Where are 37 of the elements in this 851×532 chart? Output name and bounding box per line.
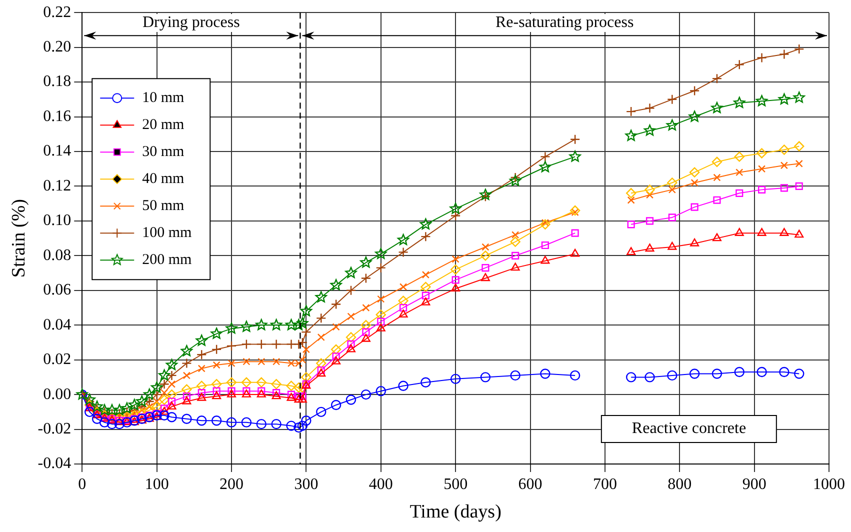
x-tick-label: 700 — [592, 476, 617, 493]
y-tick-label: 0.02 — [43, 351, 72, 368]
x-axis-title: Time (days) — [410, 502, 502, 523]
y-tick-label: 0.20 — [43, 38, 72, 56]
legend-label: 50 mm — [142, 198, 185, 214]
x-tick-label: 800 — [668, 476, 692, 493]
y-tick-label: 0.12 — [43, 177, 72, 194]
y-tick-label: 0.18 — [43, 73, 72, 90]
x-tick-label: 600 — [518, 476, 542, 493]
legend-label: 30 mm — [142, 144, 185, 160]
x-tick-label: 500 — [444, 476, 468, 493]
x-tick-label: 1000 — [813, 476, 845, 493]
y-tick-label: 0.22 — [43, 4, 72, 21]
y-tick-label: 0.16 — [43, 108, 72, 125]
legend-label: 10 mm — [142, 90, 185, 106]
x-tick-label: 900 — [742, 476, 766, 493]
annotation: Re-saturating process — [492, 14, 637, 32]
y-tick-label: -0.02 — [38, 420, 72, 438]
legend-label: 20 mm — [142, 117, 185, 134]
legend-label: 100 mm — [142, 225, 192, 242]
legend-label: 200 mm — [142, 252, 192, 268]
y-tick-label: 0.00 — [43, 386, 72, 403]
y-axis-title: Strain (%) — [8, 198, 30, 278]
x-tick-label: 200 — [220, 476, 244, 493]
y-tick-label: 0.10 — [43, 212, 72, 230]
x-tick-label: 100 — [144, 476, 169, 493]
x-tick-label: 400 — [368, 476, 393, 493]
y-tick-label: 0.04 — [43, 316, 72, 334]
x-tick-label: 0 — [78, 476, 86, 493]
y-tick-label: 0.08 — [43, 246, 72, 264]
note-box: Reactive concrete — [600, 415, 778, 443]
x-tick-label: 300 — [294, 476, 318, 493]
y-tick-label: 0.14 — [43, 142, 72, 160]
legend-label: 40 mm — [142, 171, 185, 188]
y-tick-label: -0.04 — [38, 455, 72, 472]
y-tick-label: 0.06 — [43, 282, 72, 299]
annotation: Drying process — [140, 14, 243, 32]
